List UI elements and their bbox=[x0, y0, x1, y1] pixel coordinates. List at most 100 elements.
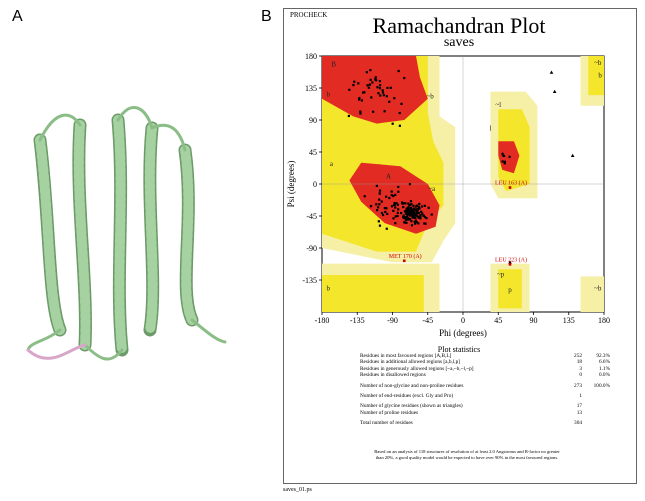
stats-percent: 6.6% bbox=[598, 359, 610, 366]
data-point bbox=[391, 122, 394, 125]
data-point bbox=[408, 212, 411, 215]
data-point bbox=[377, 92, 380, 95]
stats-footnote: Based on an analysis of 118 structures o… bbox=[374, 449, 560, 460]
data-point bbox=[422, 214, 425, 217]
data-point bbox=[405, 207, 408, 210]
data-point bbox=[388, 196, 391, 200]
data-point bbox=[390, 194, 393, 197]
data-point bbox=[378, 224, 382, 227]
stats-row: Total number of residues 304 bbox=[360, 420, 610, 426]
stats-percent: 92.3% bbox=[596, 353, 610, 359]
data-point bbox=[390, 205, 394, 208]
data-point bbox=[362, 91, 365, 94]
data-point bbox=[417, 222, 420, 225]
data-point bbox=[357, 98, 361, 101]
data-point bbox=[400, 211, 403, 215]
data-point bbox=[388, 100, 391, 103]
stats-percent: 1.1% bbox=[598, 365, 610, 372]
stats-percent bbox=[582, 410, 610, 416]
data-point bbox=[377, 206, 380, 209]
y-tick-label: 0 bbox=[313, 180, 317, 189]
data-point bbox=[384, 210, 387, 214]
x-axis-label: Phi (degrees) bbox=[439, 328, 487, 338]
region-label: ~a bbox=[428, 185, 436, 193]
data-point bbox=[380, 200, 383, 203]
data-point bbox=[416, 215, 420, 218]
data-point bbox=[403, 210, 407, 213]
data-point bbox=[363, 195, 366, 198]
data-point bbox=[414, 208, 417, 211]
stats-percent: 0.0% bbox=[598, 372, 610, 379]
region-allowed bbox=[498, 269, 522, 309]
data-point bbox=[420, 210, 423, 213]
data-point bbox=[418, 207, 421, 210]
data-point bbox=[359, 112, 362, 115]
procheck-label: PROCHECK bbox=[290, 11, 328, 19]
y-tick-label: 45 bbox=[309, 148, 317, 157]
data-point bbox=[407, 202, 410, 205]
data-point bbox=[414, 222, 417, 225]
stats-count: 13 bbox=[576, 409, 582, 416]
data-point bbox=[370, 96, 373, 99]
region-label: B bbox=[331, 61, 336, 69]
data-point bbox=[405, 208, 408, 212]
file-name: saves_01.ps bbox=[283, 487, 312, 493]
data-point bbox=[378, 87, 382, 90]
data-point bbox=[410, 203, 413, 206]
x-tick-label: -90 bbox=[387, 316, 398, 325]
data-point bbox=[352, 83, 355, 87]
data-point bbox=[358, 96, 361, 100]
data-point bbox=[406, 213, 409, 216]
data-point bbox=[425, 217, 428, 220]
data-point bbox=[381, 89, 384, 92]
data-point bbox=[375, 203, 378, 206]
data-point bbox=[375, 184, 378, 187]
stats-label: Total number of residues bbox=[360, 420, 413, 427]
data-point bbox=[414, 219, 417, 222]
data-point bbox=[415, 214, 418, 217]
residue-label: LEU 223 (A) bbox=[495, 256, 527, 263]
data-point bbox=[381, 213, 385, 217]
data-point bbox=[412, 208, 416, 211]
data-point bbox=[398, 124, 401, 127]
data-point bbox=[378, 84, 382, 87]
data-point bbox=[409, 213, 413, 216]
data-point bbox=[410, 208, 414, 212]
x-tick-label: 45 bbox=[494, 316, 502, 325]
y-tick-label: 135 bbox=[305, 84, 317, 93]
stats-count: 1 bbox=[579, 393, 582, 400]
data-point bbox=[397, 69, 400, 73]
data-point bbox=[402, 205, 405, 209]
stats-label: Number of glycine residues (shown as tri… bbox=[360, 403, 463, 410]
stats-label: Number of proline residues bbox=[360, 409, 419, 416]
data-point bbox=[404, 211, 408, 214]
data-point bbox=[409, 200, 413, 203]
stats-row: Number of end-residues (excl. Gly and Pr… bbox=[360, 393, 610, 399]
data-point bbox=[402, 214, 405, 217]
protein-ribbon-structure bbox=[26, 106, 227, 361]
stats-label: Number of non-glycine and non-proline re… bbox=[360, 382, 464, 389]
data-point bbox=[411, 213, 414, 216]
data-point bbox=[430, 213, 433, 216]
data-point bbox=[384, 195, 388, 198]
data-point bbox=[359, 110, 362, 113]
region-allowed bbox=[322, 275, 424, 312]
labeled-point bbox=[508, 186, 512, 189]
data-point bbox=[385, 207, 388, 210]
region-generous bbox=[580, 276, 604, 312]
stats-row: Residues in additional allowed regions [… bbox=[360, 359, 610, 365]
data-point bbox=[407, 206, 410, 209]
stats-row: Residues in disallowed regions 0 0.0% bbox=[360, 372, 610, 378]
data-point bbox=[393, 201, 396, 205]
data-point bbox=[404, 202, 407, 205]
data-point bbox=[369, 205, 373, 208]
region-label: b bbox=[327, 285, 331, 293]
data-point bbox=[385, 227, 388, 230]
data-point bbox=[406, 211, 409, 214]
data-point bbox=[395, 202, 398, 205]
data-point bbox=[402, 215, 405, 218]
stats-row: Number of proline residues 13 bbox=[360, 410, 610, 416]
data-point bbox=[410, 209, 413, 213]
data-point bbox=[501, 153, 504, 156]
data-point bbox=[408, 209, 411, 212]
